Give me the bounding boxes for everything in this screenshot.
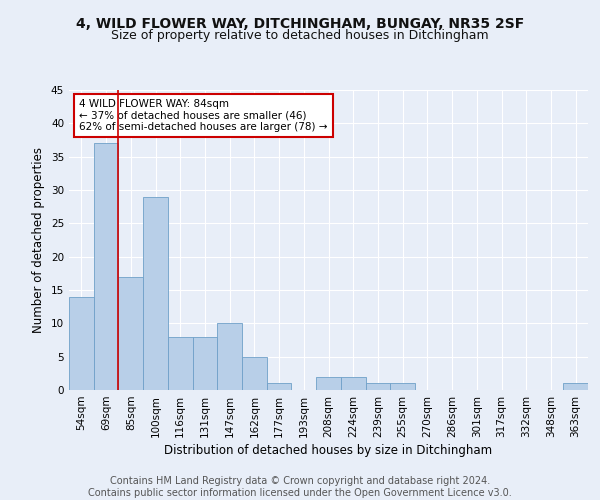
Text: 4 WILD FLOWER WAY: 84sqm
← 37% of detached houses are smaller (46)
62% of semi-d: 4 WILD FLOWER WAY: 84sqm ← 37% of detach… <box>79 99 328 132</box>
Bar <box>143 196 168 390</box>
Bar <box>118 276 143 390</box>
Bar <box>390 384 415 390</box>
Bar <box>242 356 267 390</box>
Bar <box>69 296 94 390</box>
Bar <box>193 336 217 390</box>
Bar <box>94 144 118 390</box>
Bar <box>341 376 365 390</box>
Text: Contains HM Land Registry data © Crown copyright and database right 2024.
Contai: Contains HM Land Registry data © Crown c… <box>88 476 512 498</box>
Y-axis label: Number of detached properties: Number of detached properties <box>32 147 46 333</box>
Bar <box>563 384 588 390</box>
X-axis label: Distribution of detached houses by size in Ditchingham: Distribution of detached houses by size … <box>164 444 493 457</box>
Bar <box>316 376 341 390</box>
Text: 4, WILD FLOWER WAY, DITCHINGHAM, BUNGAY, NR35 2SF: 4, WILD FLOWER WAY, DITCHINGHAM, BUNGAY,… <box>76 18 524 32</box>
Bar <box>217 324 242 390</box>
Text: Size of property relative to detached houses in Ditchingham: Size of property relative to detached ho… <box>111 28 489 42</box>
Bar <box>365 384 390 390</box>
Bar <box>168 336 193 390</box>
Bar <box>267 384 292 390</box>
